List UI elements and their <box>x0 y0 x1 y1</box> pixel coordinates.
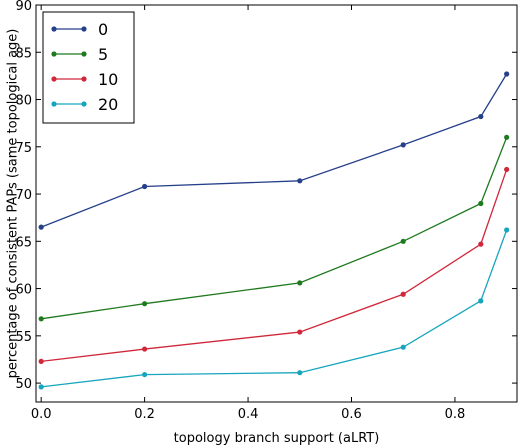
y-tick-label: 85 <box>15 46 32 61</box>
y-tick-label: 50 <box>15 377 32 392</box>
data-point-20 <box>142 371 148 378</box>
y-tick-label: 75 <box>15 141 32 156</box>
data-point-5 <box>400 238 406 244</box>
legend-marker-5 <box>51 51 57 57</box>
y-tick-label: 55 <box>15 330 32 345</box>
data-point-0 <box>142 183 148 190</box>
x-tick-label: 0.0 <box>31 407 52 422</box>
legend-marker-10 <box>81 76 87 82</box>
legend-marker-10 <box>51 76 57 82</box>
data-point-10 <box>38 358 44 364</box>
data-point-5 <box>38 316 44 322</box>
data-point-10 <box>400 291 406 297</box>
y-tick-label: 60 <box>15 283 32 298</box>
legend: 0 5 10 20 <box>42 11 135 124</box>
data-point-20 <box>504 227 510 233</box>
x-tick-label: 0.8 <box>445 407 466 422</box>
y-axis-label: percentage of consistent PAPs (same topo… <box>6 29 21 379</box>
data-point-0 <box>38 224 44 230</box>
series-line-20 <box>41 229 508 388</box>
x-tick-label: 0.4 <box>238 407 259 422</box>
legend-marker-0 <box>81 26 87 32</box>
data-point-10 <box>142 346 148 352</box>
plot-frame <box>35 4 518 403</box>
legend-marker-5 <box>81 51 87 57</box>
legend-marker-0 <box>51 26 57 32</box>
data-point-5 <box>142 301 148 307</box>
data-point-20 <box>478 298 484 304</box>
data-point-10 <box>504 166 510 173</box>
y-tick-label: 90 <box>15 0 32 14</box>
plot-layer <box>38 71 510 390</box>
data-point-20 <box>297 370 303 376</box>
data-point-5 <box>478 200 484 207</box>
series-line-10 <box>41 169 508 363</box>
data-point-5 <box>297 280 303 286</box>
x-tick-label: 0.6 <box>341 407 362 422</box>
x-axis-label: topology branch support (aLRT) <box>174 431 380 446</box>
legend-label-10: 10 <box>98 70 118 89</box>
legend-marker-20 <box>81 101 87 107</box>
data-point-5 <box>504 134 510 140</box>
y-tick-label: 80 <box>15 94 32 109</box>
data-point-0 <box>504 71 510 77</box>
x-tick-label: 0.2 <box>134 407 155 422</box>
y-tick-label: 65 <box>15 235 32 250</box>
series-line-5 <box>41 137 508 320</box>
legend-label-0: 0 <box>98 20 108 39</box>
legend-marker-20 <box>51 101 57 107</box>
data-point-0 <box>297 178 303 184</box>
y-tick-label: 70 <box>15 188 32 203</box>
data-point-20 <box>38 384 44 390</box>
legend-label-5: 5 <box>98 45 108 64</box>
data-point-10 <box>297 329 303 335</box>
series-line-0 <box>40 73 508 228</box>
data-point-10 <box>478 241 484 247</box>
data-point-0 <box>478 113 484 120</box>
data-point-0 <box>400 142 406 148</box>
data-point-20 <box>400 344 406 350</box>
legend-label-20: 20 <box>98 95 118 114</box>
